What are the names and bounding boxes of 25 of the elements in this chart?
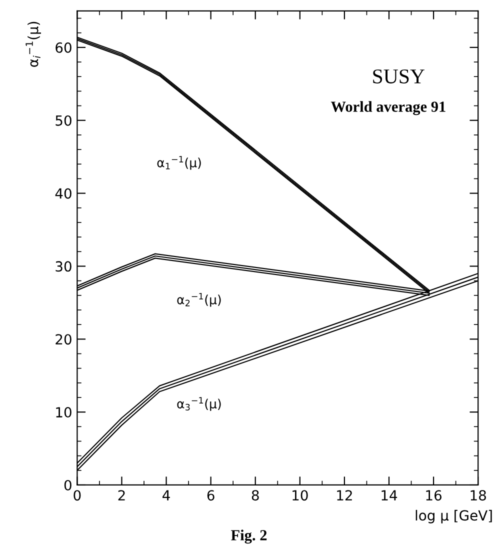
x-axis-title: log μ [GeV]: [416, 510, 492, 524]
y-tick-label: 0: [64, 480, 72, 490]
x-tick-label: 8: [252, 490, 259, 501]
y-tick-label: 60: [56, 42, 72, 53]
x-tick-label: 18: [470, 490, 486, 501]
y-axis-title: α$_{i}$$^{−1}$(μ): [26, 22, 41, 67]
y-tick-label: 50: [56, 115, 72, 126]
x-tick-label: 10: [292, 490, 308, 501]
y-tick-label: 10: [56, 407, 72, 418]
x-tick-label: 6: [207, 490, 214, 501]
caption: Fig. 2: [231, 530, 267, 544]
annotation: SUSY: [373, 69, 424, 84]
x-tick-label: 12: [337, 490, 352, 500]
x-tick-label: 4: [162, 490, 170, 500]
annotation: α$_{3}$$^{−1}$(μ): [177, 397, 221, 411]
x-tick-label: 2: [118, 490, 125, 500]
x-tick-label: 14: [382, 490, 398, 500]
annotation: α$_{2}$$^{−1}$(μ): [177, 293, 221, 307]
annotation: α$_{1}$$^{−1}$(μ): [157, 156, 201, 170]
annotation: World average 91: [330, 101, 446, 116]
y-tick-label: 40: [55, 188, 72, 199]
y-tick-label: 30: [56, 261, 72, 272]
x-tick-label: 16: [426, 490, 442, 501]
x-tick-label: 0: [74, 490, 81, 501]
y-tick-label: 20: [56, 334, 72, 345]
